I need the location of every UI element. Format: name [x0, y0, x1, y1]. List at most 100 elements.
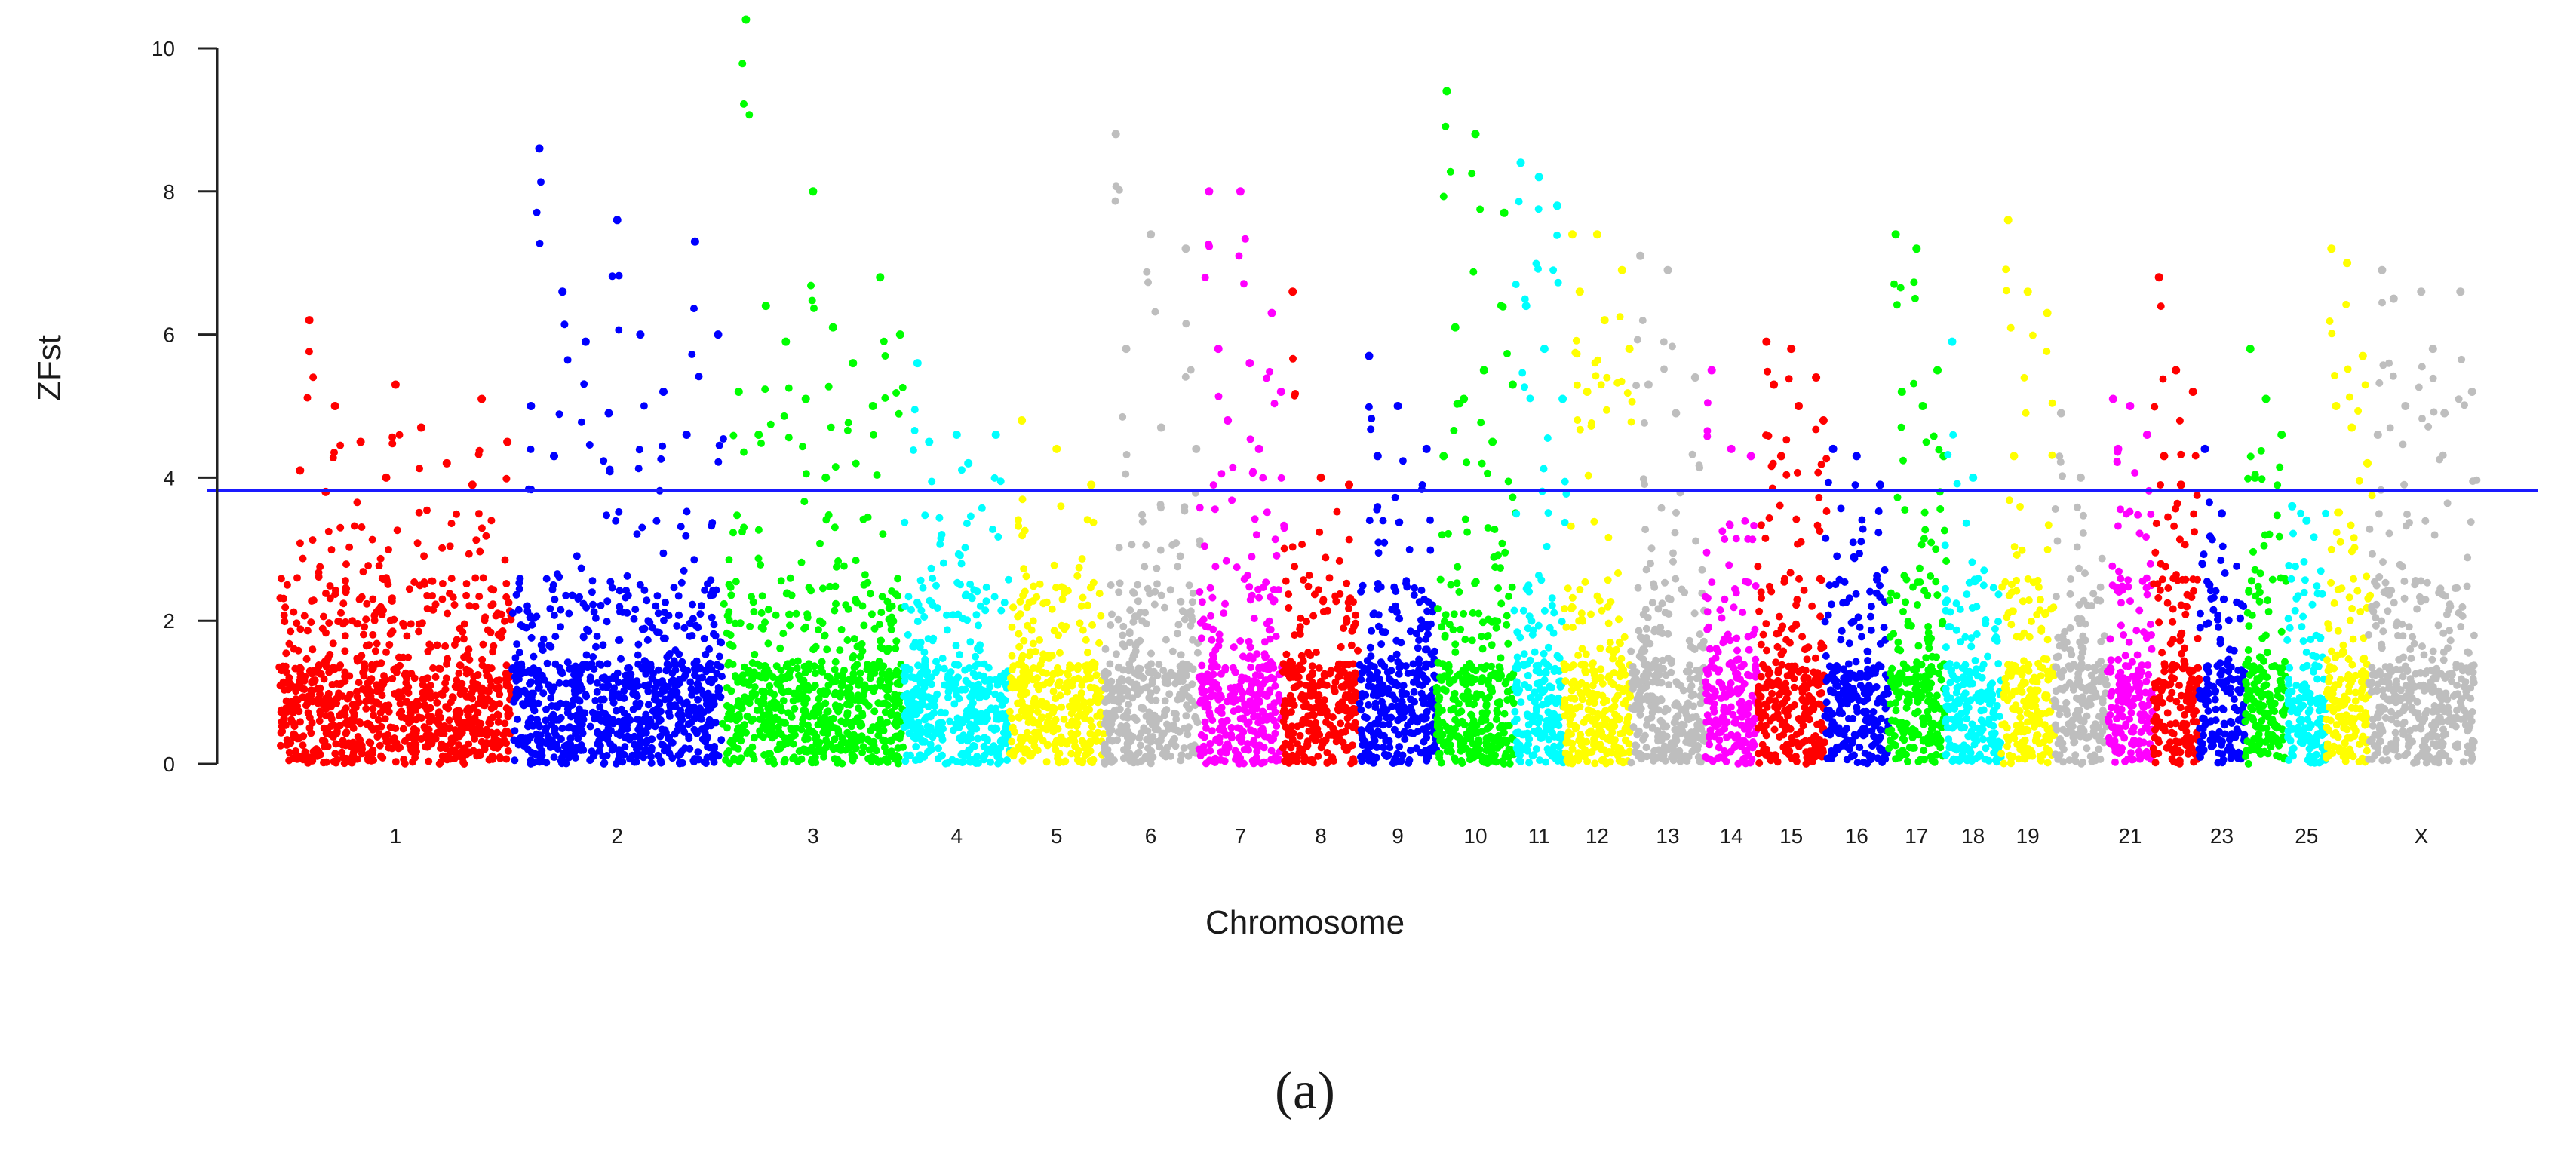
data-point [1410, 591, 1418, 599]
data-point [1138, 511, 1147, 519]
peak-point [1373, 452, 1382, 461]
data-point [675, 695, 683, 703]
data-point [1129, 588, 1137, 596]
data-point [1487, 671, 1495, 679]
peak-point [391, 380, 400, 389]
data-point [997, 606, 1006, 615]
data-point [523, 737, 532, 745]
data-point [1136, 609, 1144, 617]
data-point [1370, 733, 1378, 741]
data-point [1230, 643, 1238, 652]
data-point [423, 605, 431, 613]
data-point [277, 741, 284, 750]
data-point [820, 687, 828, 695]
data-point [609, 716, 616, 724]
data-point [425, 712, 433, 720]
data-point [517, 663, 526, 671]
data-point [1361, 749, 1369, 757]
data-point [1434, 658, 1442, 667]
data-point [966, 638, 975, 646]
data-point [1447, 747, 1455, 756]
data-point [440, 730, 448, 738]
data-point [1494, 698, 1502, 707]
data-point [1051, 740, 1059, 748]
data-point [1506, 759, 1514, 768]
data-point [1273, 551, 1281, 560]
chromosome-5-points [1006, 416, 1107, 767]
data-point [741, 694, 750, 702]
data-point [870, 707, 879, 716]
data-point [1171, 672, 1179, 680]
data-point [484, 664, 492, 672]
data-point [1347, 641, 1356, 649]
data-point [1017, 733, 1025, 741]
data-point [1033, 702, 1041, 710]
data-point [412, 716, 420, 724]
data-point [1106, 660, 1114, 668]
data-point [538, 751, 546, 759]
data-point [1402, 577, 1411, 585]
data-point [600, 759, 608, 768]
data-point [1055, 759, 1063, 767]
data-point [582, 691, 590, 699]
data-point [1461, 692, 1469, 701]
data-point [293, 619, 301, 627]
data-point [944, 694, 952, 701]
data-point [1263, 508, 1271, 517]
data-point [1279, 717, 1288, 725]
data-point [1114, 615, 1122, 624]
data-point [350, 522, 358, 530]
data-point [1374, 622, 1383, 630]
peak-point [527, 402, 536, 410]
data-point [1068, 664, 1076, 672]
data-point [1119, 666, 1128, 674]
data-point [1549, 629, 1558, 637]
data-point [527, 714, 535, 722]
data-point [1297, 720, 1306, 728]
data-point [1279, 708, 1288, 716]
data-point [615, 271, 623, 280]
data-point [1323, 759, 1331, 766]
data-point [1130, 651, 1138, 659]
data-point [653, 592, 662, 600]
data-point [350, 702, 358, 710]
data-point [303, 394, 312, 402]
data-point [881, 352, 889, 360]
data-point [652, 602, 660, 610]
data-point [1255, 696, 1263, 704]
data-point [1390, 725, 1399, 734]
data-point [323, 657, 331, 664]
data-point [1015, 516, 1022, 524]
data-point [438, 580, 447, 587]
data-point [1427, 620, 1435, 628]
data-point [1423, 734, 1431, 742]
data-point [914, 661, 923, 670]
data-point [316, 750, 324, 759]
data-point [1502, 750, 1510, 758]
data-point [792, 609, 800, 618]
data-point [827, 741, 835, 749]
data-point [1270, 675, 1278, 683]
data-point [425, 718, 434, 726]
data-point [417, 735, 425, 743]
data-point [849, 670, 858, 678]
data-point [989, 526, 996, 533]
data-point [990, 742, 998, 750]
data-point [707, 698, 714, 706]
peak-point [1422, 444, 1431, 453]
data-point [439, 752, 447, 760]
chromosome-8-points [1279, 287, 1362, 768]
peak-point [801, 394, 810, 403]
data-point [568, 591, 576, 599]
data-point [624, 675, 632, 683]
data-point [1015, 630, 1023, 638]
data-point [425, 737, 432, 745]
data-point [1391, 493, 1399, 501]
data-point [1125, 639, 1134, 647]
data-point [1039, 702, 1048, 710]
data-point [563, 705, 572, 713]
data-point [1246, 596, 1254, 604]
data-point [388, 675, 397, 682]
data-point [674, 592, 683, 600]
data-point [680, 624, 689, 632]
